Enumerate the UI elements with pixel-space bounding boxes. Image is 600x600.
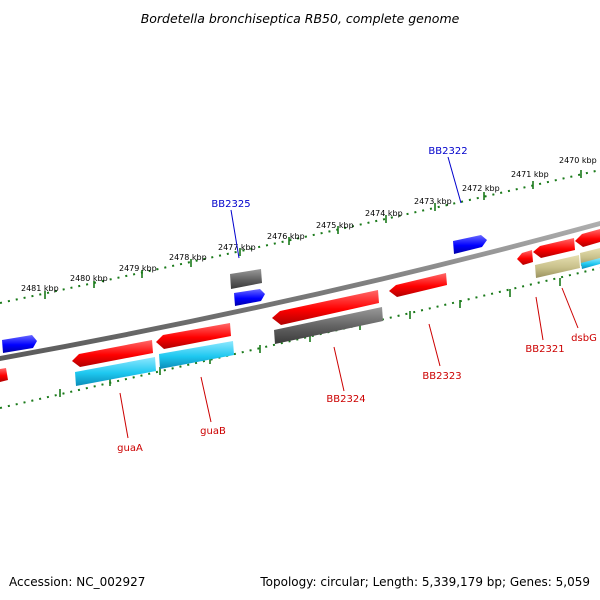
gene-label-BB2325: BB2325 — [211, 199, 250, 210]
gene-red-right — [533, 238, 575, 258]
kbp-label: 2476 kbp — [267, 232, 305, 241]
leader-lines — [119, 156, 579, 439]
gene-BB2325 — [230, 269, 262, 289]
kbp-label: 2479 kbp — [119, 264, 157, 273]
outer-major-ticks — [44, 170, 582, 299]
gene-BB2324-gray — [274, 307, 383, 344]
gene-guaB-red — [156, 323, 231, 349]
gene-dsbG — [535, 255, 580, 278]
gene-label-guaA: guaA — [117, 443, 143, 454]
gene-BB2321 — [517, 250, 533, 265]
gene-guaA-red — [72, 340, 153, 367]
leader-guaB — [200, 376, 212, 423]
gene-label-BB2324: BB2324 — [326, 394, 365, 405]
kbp-label: 2481 kbp — [21, 284, 59, 293]
kbp-label: 2478 kbp — [169, 253, 207, 262]
gene-BB2323 — [389, 273, 447, 297]
gene-BB2324-red — [272, 290, 379, 325]
gene-label-BB2322: BB2322 — [428, 146, 467, 157]
kbp-label: 2470 kbp — [559, 156, 597, 165]
gene-red-edge — [575, 229, 600, 247]
genome-backbone — [0, 221, 600, 361]
map-title: Bordetella bronchiseptica RB50, complete… — [141, 11, 460, 26]
gene-BB2322 — [453, 235, 487, 254]
kbp-label: 2473 kbp — [414, 197, 452, 206]
kbp-labels: 2481 kbp 2480 kbp 2479 kbp 2478 kbp 2477… — [21, 156, 597, 293]
gene-label-dsbG: dsbG — [571, 333, 597, 344]
topology-text: Topology: circular; Length: 5,339,179 bp… — [259, 575, 590, 589]
gene-label-guaB: guaB — [200, 426, 226, 437]
gene-red-far-left — [0, 368, 8, 382]
gene-label-BB2321: BB2321 — [525, 344, 564, 355]
kbp-label: 2474 kbp — [365, 209, 403, 218]
leader-BB2324 — [333, 346, 345, 392]
gene-guaA-cyan — [75, 357, 156, 386]
accession-text: Accession: NC_002927 — [9, 575, 145, 589]
leader-guaA — [119, 392, 129, 439]
leader-dsbG — [561, 287, 579, 329]
kbp-label: 2475 kbp — [316, 221, 354, 230]
gene-label-BB2323: BB2323 — [422, 371, 461, 382]
kbp-label: 2480 kbp — [70, 274, 108, 283]
kbp-label: 2471 kbp — [511, 170, 549, 179]
leader-BB2321 — [535, 296, 544, 341]
leader-BB2322 — [447, 156, 462, 204]
gene-blue-mid — [234, 289, 265, 306]
gene-blue-left — [2, 335, 37, 353]
gene-cyan-edge — [581, 258, 600, 269]
kbp-label: 2472 kbp — [462, 184, 500, 193]
leader-BB2323 — [428, 323, 441, 367]
leader-BB2325 — [230, 209, 240, 259]
gene-guaB-cyan — [159, 341, 234, 369]
